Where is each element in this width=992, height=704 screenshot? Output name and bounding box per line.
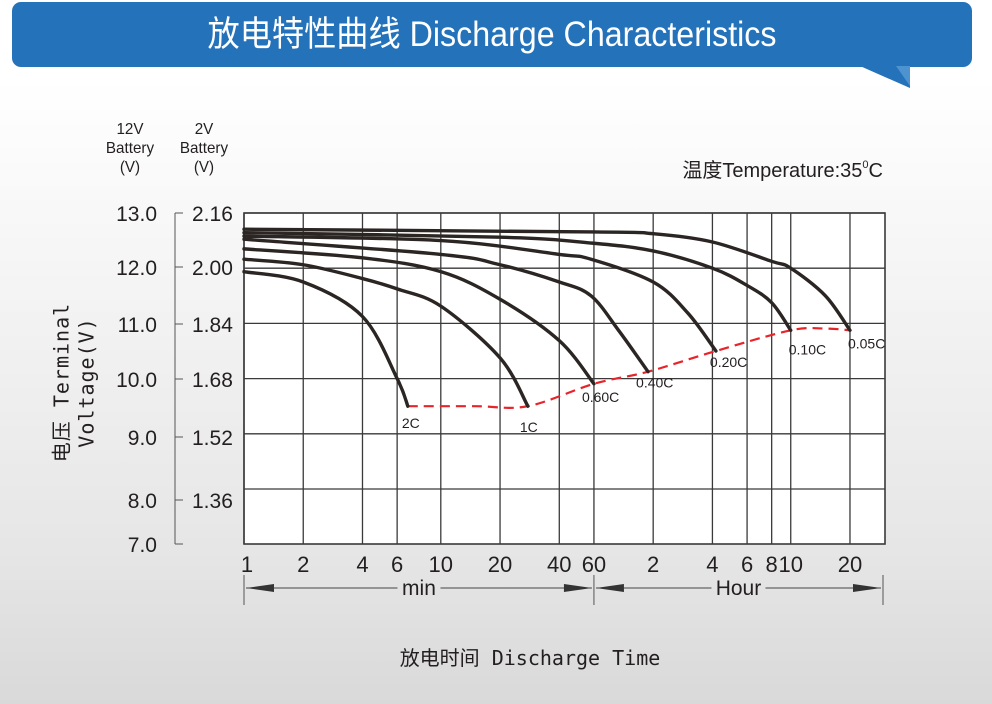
- y-tick-label-2v: 1.36: [192, 490, 233, 513]
- y-tick-label-2v: 2.16: [192, 203, 233, 226]
- y-tick-label-12v: 7.0: [128, 534, 157, 557]
- y-header-2v-line1: 2V: [194, 121, 214, 138]
- x-tick-label: 8: [766, 552, 778, 577]
- discharge-curve-2C: [242, 269, 410, 408]
- x-tick-label: 2: [297, 552, 309, 577]
- discharge-curve-0.05C: [242, 227, 852, 332]
- discharge-curve-1C: [242, 257, 530, 408]
- y-tick-label-12v: 9.0: [128, 427, 157, 450]
- y-tick-label-12v: 12.0: [116, 257, 157, 280]
- x-tick-label: 1: [241, 552, 253, 577]
- x-tick-label: 20: [838, 552, 862, 577]
- y-header-12v: 12V Battery (V): [100, 120, 161, 177]
- curve-label: 2C: [402, 415, 420, 431]
- y-tick-label-12v: 11.0: [118, 314, 157, 337]
- arrow-right-icon: [563, 584, 592, 592]
- y-header-12v-line2: Battery: [105, 140, 155, 157]
- curve-label: 0.05C: [848, 335, 885, 351]
- y-tick-label-2v: 1.84: [192, 314, 233, 337]
- x-range-label: Hour: [716, 577, 762, 600]
- x-tick-label: 6: [391, 552, 403, 577]
- curve-label: 0.10C: [789, 341, 826, 357]
- temperature-unit: C: [868, 160, 883, 182]
- x-tick-label: 40: [547, 552, 571, 577]
- y-tick-label-2v: 1.68: [192, 369, 233, 392]
- y-header-2v-line3: (V): [193, 159, 215, 176]
- curve-label: 0.20C: [710, 354, 747, 370]
- curve-label: 1C: [520, 419, 538, 435]
- discharge-curve-0.60C: [242, 247, 596, 386]
- y-tick-label-2v: 2.00: [192, 257, 233, 280]
- temperature-label: 温度Temperature:350C: [682, 154, 883, 183]
- x-tick-label: 10: [429, 552, 453, 577]
- title-banner: 放电特性曲线 Discharge Characteristics: [12, 2, 972, 67]
- x-tick-label: 6: [741, 552, 753, 577]
- x-tick-label: 4: [356, 552, 368, 577]
- y-tick-label-12v: 8.0: [128, 490, 157, 513]
- y-tick-label-2v: 1.52: [192, 427, 233, 450]
- arrow-left-icon: [246, 584, 274, 592]
- discharge-curve-0.40C: [242, 237, 650, 374]
- x-axis-title: 放电时间 Discharge Time: [399, 646, 661, 670]
- x-tick-label: 4: [706, 552, 718, 577]
- y-header-12v-line1: 12V: [116, 121, 144, 138]
- discharge-curve-0.20C: [242, 234, 718, 353]
- page-title: 放电特性曲线 Discharge Characteristics: [207, 15, 777, 54]
- y-tick-label-12v: 10.0: [116, 369, 157, 392]
- y-header-12v-line3: (V): [119, 159, 141, 176]
- x-tick-label: 10: [778, 552, 802, 577]
- arrow-left-icon: [595, 584, 624, 592]
- y-axis-title: 电压 Terminal Voltage(V): [49, 302, 99, 463]
- curve-label: 0.40C: [636, 375, 673, 391]
- discharge-curve-0.10C: [242, 230, 793, 332]
- arrow-right-icon: [853, 584, 881, 592]
- x-range-label: min: [402, 577, 436, 600]
- curve-label: 0.60C: [582, 389, 619, 405]
- x-tick-label: 60: [582, 552, 606, 577]
- y-header-2v: 2V Battery (V): [174, 120, 235, 177]
- degree-symbol: 0: [862, 159, 869, 171]
- x-tick-label: 2: [647, 552, 659, 577]
- temperature-text: 温度Temperature:35: [682, 160, 863, 182]
- banner-tail-highlight: [896, 66, 910, 86]
- x-tick-label: 20: [488, 552, 512, 577]
- y-header-2v-line2: Battery: [179, 140, 229, 157]
- y-tick-label-12v: 13.0: [116, 203, 157, 226]
